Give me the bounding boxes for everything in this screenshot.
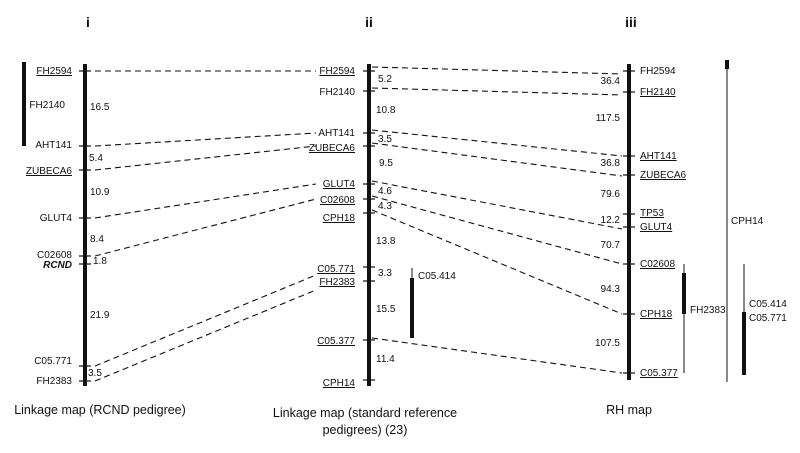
m2-marker-zubeca6: ZUBECA6 bbox=[309, 143, 356, 154]
m1-distance: 10.9 bbox=[90, 187, 110, 198]
m2-distance: 10.8 bbox=[376, 105, 396, 116]
m2-marker-cph18: CPH18 bbox=[323, 213, 356, 224]
m1-marker-fh2383: FH2383 bbox=[36, 376, 72, 387]
m1-distance: 21.9 bbox=[90, 310, 110, 321]
m1-marker-c05771: C05.771 bbox=[34, 356, 72, 367]
m1-distance: 16.5 bbox=[90, 102, 110, 113]
m2-marker-fh2594: FH2594 bbox=[319, 66, 355, 77]
m2-distance: 15.5 bbox=[376, 304, 396, 315]
m3-marker-aht141: AHT141 bbox=[640, 151, 677, 162]
header-map-i: i bbox=[86, 14, 90, 30]
m1-marker-fh2140: FH2140 bbox=[29, 100, 65, 111]
m2-marker-fh2383: FH2383 bbox=[319, 277, 355, 288]
header-map-iii: iii bbox=[625, 14, 637, 30]
m1-distance: 3.5 bbox=[88, 368, 102, 379]
m3-marker-fh2140: FH2140 bbox=[640, 87, 676, 98]
m2-marker-cph14: CPH14 bbox=[323, 378, 356, 389]
m2-marker-glut4: GLUT4 bbox=[323, 179, 356, 190]
m2-marker-aht141: AHT141 bbox=[318, 128, 355, 139]
m1-marker-glut4: GLUT4 bbox=[40, 213, 73, 224]
m3-marker-cph14: CPH14 bbox=[731, 216, 764, 227]
ticks-map-i bbox=[79, 70, 91, 382]
m2-distance: 11.4 bbox=[376, 354, 395, 365]
m1-marker-c02608: C02608 bbox=[37, 250, 72, 261]
connectors-ii-iii bbox=[371, 66, 623, 374]
m3-marker-glut4: GLUT4 bbox=[640, 222, 673, 233]
m3-marker-c05414: C05.414 bbox=[749, 299, 787, 310]
m2-distance: 3.5 bbox=[378, 134, 392, 145]
caption-map-ii-line1: Linkage map (standard reference bbox=[273, 406, 457, 420]
m2-marker-c05771: C05.771 bbox=[317, 264, 355, 275]
m1-marker-aht141: AHT141 bbox=[35, 140, 72, 151]
m1-marker-rcnd: RCND bbox=[43, 260, 72, 271]
m3-marker-zubeca6: ZUBECA6 bbox=[640, 170, 687, 181]
m3-marker-c05771: C05.771 bbox=[749, 313, 787, 324]
caption-map-iii: RH map bbox=[606, 403, 652, 417]
m2-distance: 4.6 bbox=[378, 186, 392, 197]
m2-distance: 4.3 bbox=[378, 201, 392, 212]
m3-marker-tp53: TP53 bbox=[640, 208, 664, 219]
m3-marker-c02608: C02608 bbox=[640, 259, 675, 270]
connectors-i-ii bbox=[94, 70, 317, 382]
m1-distance: 5.4 bbox=[89, 153, 103, 164]
m2-distance: 3.3 bbox=[378, 268, 392, 279]
ticks-map-iii bbox=[623, 70, 635, 374]
m1-marker-zubeca6: ZUBECA6 bbox=[26, 166, 73, 177]
m1-distance: 8.4 bbox=[90, 234, 104, 245]
m3-marker-fh2594: FH2594 bbox=[640, 66, 676, 77]
m3-distance: 36.8 bbox=[601, 158, 621, 169]
m2-distance: 9.5 bbox=[379, 158, 393, 169]
m3-marker-c05377: C05.377 bbox=[640, 368, 678, 379]
m2-marker-c02608: C02608 bbox=[320, 195, 355, 206]
m3-distance: 36.4 bbox=[601, 76, 621, 87]
m2-marker-fh2140: FH2140 bbox=[319, 87, 355, 98]
header-map-ii: ii bbox=[365, 14, 373, 30]
m1-marker-fh2594: FH2594 bbox=[36, 66, 72, 77]
m3-distance: 70.7 bbox=[601, 240, 621, 251]
m3-distance: 107.5 bbox=[595, 338, 620, 349]
m3-distance: 117.5 bbox=[596, 113, 621, 124]
m2-distance: 13.8 bbox=[376, 236, 396, 247]
m2-marker-c05377: C05.377 bbox=[317, 336, 355, 347]
caption-map-ii-line2: pedigrees) (23) bbox=[323, 423, 408, 437]
m3-distance: 12.2 bbox=[601, 215, 621, 226]
m2-marker-c05414: C05.414 bbox=[418, 271, 456, 282]
m3-marker-fh2383: FH2383 bbox=[690, 305, 726, 316]
m1-distance: 1.8 bbox=[93, 256, 107, 267]
ticks-map-ii bbox=[363, 70, 375, 381]
m3-distance: 94.3 bbox=[601, 284, 621, 295]
m3-marker-cph18: CPH18 bbox=[640, 309, 673, 320]
m2-distance: 5.2 bbox=[378, 74, 392, 85]
caption-map-i: Linkage map (RCND pedigree) bbox=[14, 403, 186, 417]
m3-distance: 79.6 bbox=[601, 189, 621, 200]
